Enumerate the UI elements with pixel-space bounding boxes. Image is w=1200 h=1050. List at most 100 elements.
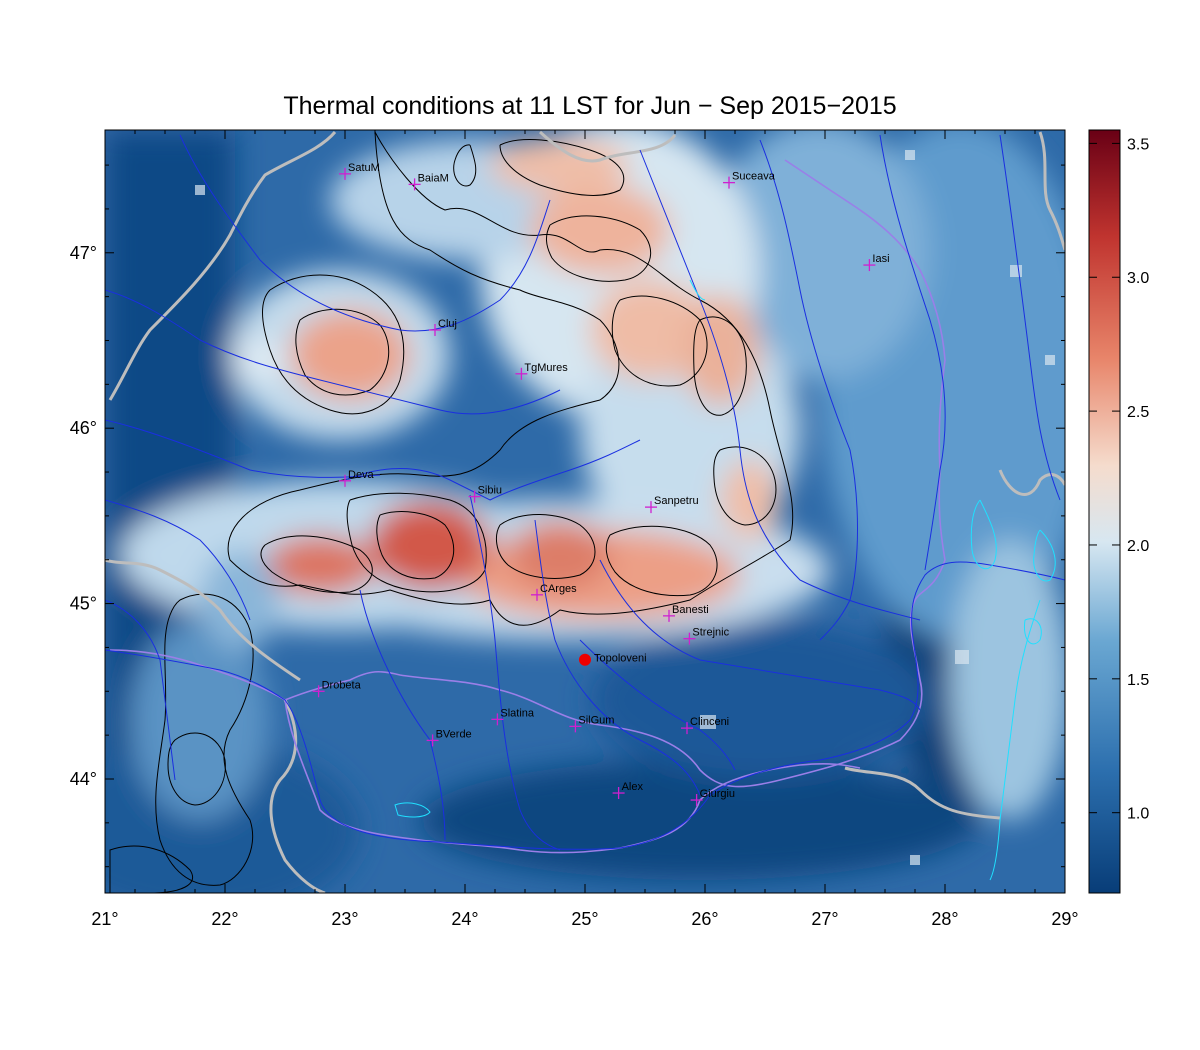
colorbar-ticks: 1.0 1.5 2.0 2.5 3.0 3.5 (1089, 136, 1149, 823)
station-label: Suceava (732, 171, 776, 183)
river (599, 559, 921, 711)
lake (394, 802, 431, 818)
contour-line (260, 535, 373, 594)
borders (105, 130, 1065, 893)
lakes-coastline (394, 279, 1056, 881)
river (105, 499, 251, 621)
river (759, 139, 858, 641)
station-label: Iasi (872, 253, 889, 265)
contour-line (376, 511, 455, 580)
country-border (105, 558, 301, 682)
colorbar-tick-label: 3.5 (1127, 136, 1149, 153)
contour-line (499, 139, 625, 196)
map-title: Thermal conditions at 11 LST for Jun − S… (283, 92, 897, 120)
x-tick-label: 21° (91, 909, 118, 929)
rivers (105, 134, 1065, 851)
station-bverde: BVerde (426, 728, 472, 747)
river (579, 639, 736, 771)
x-tick-label: 23° (331, 909, 358, 929)
x-tick-label: 24° (451, 909, 478, 929)
contour-line (605, 525, 718, 597)
station-label: Drobeta (322, 679, 362, 691)
contour-line (227, 131, 794, 626)
x-tick-label: 27° (811, 909, 838, 929)
station-label: Strejnic (692, 627, 729, 639)
colorbar-tick-label: 3.0 (1127, 270, 1149, 287)
colorbar-tick-label: 1.0 (1127, 806, 1149, 823)
station-label: CArges (540, 583, 577, 595)
station-silgum: SilGum (569, 714, 614, 733)
river (105, 419, 381, 478)
station-label: Topoloveni (594, 653, 647, 665)
highlight-marker (579, 653, 591, 666)
river-danube (105, 561, 1065, 850)
y-tick-label: 44° (70, 769, 97, 789)
station-label: Alex (622, 781, 644, 793)
romania-border (284, 159, 946, 788)
station-markers: SatuM BaiaM Suceava Iasi Cluj TgMures Deva Sibi… (312, 162, 890, 807)
y-tick-label: 45° (70, 594, 97, 614)
river (999, 134, 1061, 501)
x-tick-label: 29° (1051, 909, 1078, 929)
country-border (1038, 131, 1065, 251)
colorbar-tick-label: 1.5 (1127, 672, 1149, 689)
y-tick-label: 46° (70, 418, 97, 438)
contour-line (167, 732, 226, 806)
lake (970, 499, 997, 570)
station-satum: SatuM (339, 162, 380, 180)
station-deva: Deva (339, 469, 375, 487)
country-border (844, 766, 1001, 820)
station-label: BaiaM (418, 172, 449, 184)
station-carges: CArges (531, 583, 577, 601)
station-iasi: Iasi (863, 253, 890, 272)
lake (689, 279, 706, 301)
x-tick-label: 25° (571, 909, 598, 929)
country-border (108, 131, 337, 401)
lake (1023, 618, 1042, 645)
country-border (998, 469, 1065, 496)
contour-line (262, 274, 405, 415)
contour-line (155, 593, 254, 886)
station-label: Banesti (672, 604, 709, 616)
x-tick-label: 28° (931, 909, 958, 929)
station-label: TgMures (524, 362, 568, 374)
contour-line (611, 295, 708, 387)
station-strejnic: Strejnic (683, 627, 730, 645)
river (469, 494, 561, 851)
station-label: SatuM (348, 162, 380, 174)
station-sanpetru: Sanpetru (645, 495, 699, 514)
station-slatina: Slatina (491, 707, 535, 726)
station-tgmures: TgMures (515, 362, 568, 380)
country-border (269, 699, 326, 893)
station-banesti: Banesti (663, 604, 709, 622)
axis-ticks (104, 130, 1066, 893)
x-tick-label: 26° (691, 909, 718, 929)
speckle-pixels (195, 150, 1055, 865)
contour-line (453, 144, 477, 187)
station-giurgiu: Giurgiu (690, 788, 735, 807)
station-label: Cluj (438, 318, 457, 330)
station-label: Slatina (500, 707, 535, 719)
river (179, 134, 551, 332)
station-sibiu: Sibiu (468, 485, 502, 503)
colorbar (1088, 129, 1121, 894)
x-tick-label: 22° (211, 909, 238, 929)
station-drobeta: Drobeta (312, 679, 362, 698)
station-alex: Alex (612, 781, 644, 800)
contour-line (495, 514, 596, 579)
river (534, 519, 701, 796)
contour-line (713, 446, 777, 526)
river (879, 134, 946, 571)
river (344, 439, 641, 501)
station-label: Clinceni (690, 716, 729, 728)
contour-line (546, 215, 652, 282)
station-baiam: BaiaM (408, 172, 449, 191)
station-label: Deva (348, 469, 375, 481)
station-label: Sibiu (478, 485, 502, 497)
river (105, 289, 561, 415)
colorbar-tick-label: 2.5 (1127, 404, 1149, 421)
lake (1033, 529, 1056, 582)
station-label: Sanpetru (654, 495, 699, 507)
station-suceava: Suceava (723, 171, 776, 189)
